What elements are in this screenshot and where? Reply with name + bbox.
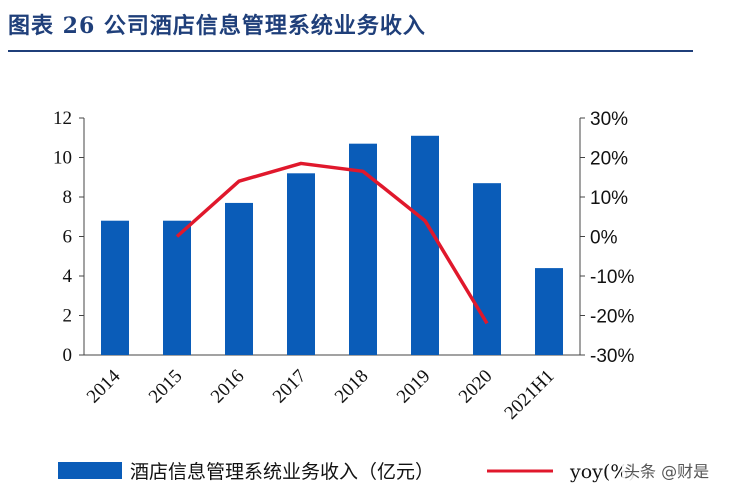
x-tick-label-2021H1: 2021H1 [500,366,558,424]
watermark: 头条 @财是 [622,458,712,482]
left-tick-labels: 0 2 4 6 8 10 12 [53,108,73,366]
bar-2017 [287,173,315,355]
left-tick-label: 2 [63,306,73,327]
bar-2020 [473,183,501,355]
axes-group [79,117,585,356]
x-tick-labels: 2014 2015 2016 2017 2018 2019 2020 2021H1 [83,365,559,424]
x-tick-label-2014: 2014 [83,365,125,407]
bar-2016 [225,202,253,355]
bar-2019 [411,135,439,355]
x-tick-label-2019: 2019 [393,366,435,408]
bar-2021H1 [535,268,563,355]
x-tick-label-2020: 2020 [455,366,497,408]
bar-2015 [163,220,191,355]
right-tick-label: 20% [590,149,628,170]
right-tick-label: -10% [590,267,634,288]
x-tick-label-2018: 2018 [331,366,373,408]
bar-2018 [349,143,377,355]
left-tick-label: 6 [63,227,73,248]
right-tick-label: 30% [590,109,628,130]
x-tick-label-2017: 2017 [269,366,311,408]
chart-title: 图表 26 公司酒店信息管理系统业务收入 [8,13,426,39]
title-divider [8,50,693,52]
yoy-line [175,161,489,325]
legend-bar-swatch [58,462,122,479]
bar-series [101,135,563,355]
bar-2014 [101,220,129,355]
left-tick-label: 0 [63,345,73,366]
left-tick-label: 8 [63,187,73,208]
legend: 酒店信息管理系统业务收入（亿元） yoy(%) [58,461,636,483]
right-tick-label: -30% [590,346,634,367]
x-tick-label-2016: 2016 [207,366,249,408]
legend-bar-label: 酒店信息管理系统业务收入（亿元） [130,461,434,483]
left-tick-label: 4 [63,266,73,287]
right-tick-labels: -30% -20% -10% 0% 10% 20% 30% [590,109,634,367]
left-tick-label: 10 [53,148,72,169]
left-tick-label: 12 [53,108,72,129]
right-tick-label: 10% [590,188,628,209]
yoy-line-series [175,161,489,325]
right-tick-label: -20% [590,307,634,328]
right-tick-label: 0% [590,228,618,249]
legend-line-label: yoy(%) [569,461,636,483]
x-tick-label-2015: 2015 [145,366,187,408]
